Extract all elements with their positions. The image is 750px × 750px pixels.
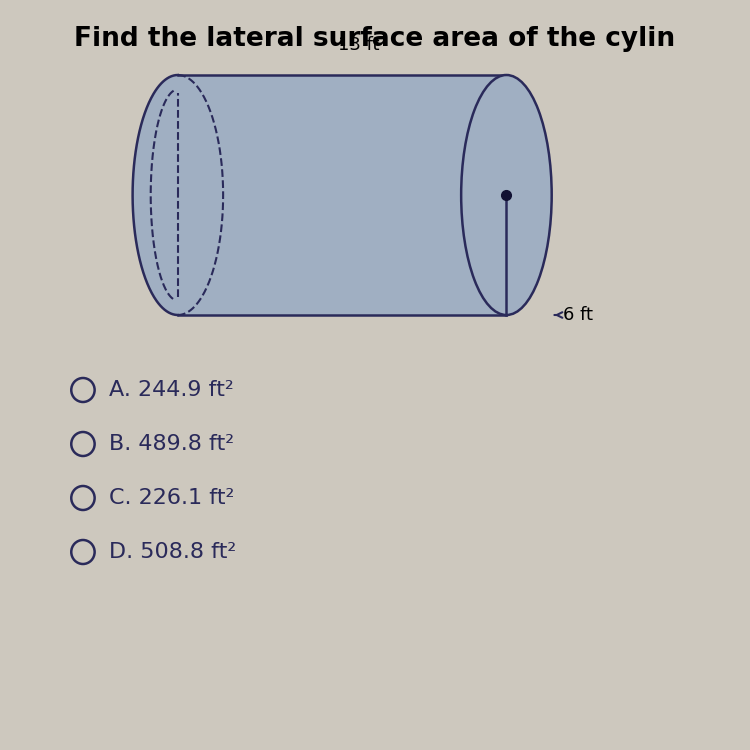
Text: 13 ft: 13 ft (338, 36, 380, 54)
Ellipse shape (461, 75, 552, 315)
Ellipse shape (133, 75, 224, 315)
Polygon shape (178, 75, 506, 315)
Text: C. 226.1 ft²: C. 226.1 ft² (109, 488, 234, 508)
Text: A. 244.9 ft²: A. 244.9 ft² (109, 380, 233, 400)
Text: B. 489.8 ft²: B. 489.8 ft² (109, 434, 234, 454)
Text: Find the lateral surface area of the cylin: Find the lateral surface area of the cyl… (74, 26, 676, 53)
Text: 6 ft: 6 ft (563, 306, 593, 324)
Text: D. 508.8 ft²: D. 508.8 ft² (109, 542, 236, 562)
